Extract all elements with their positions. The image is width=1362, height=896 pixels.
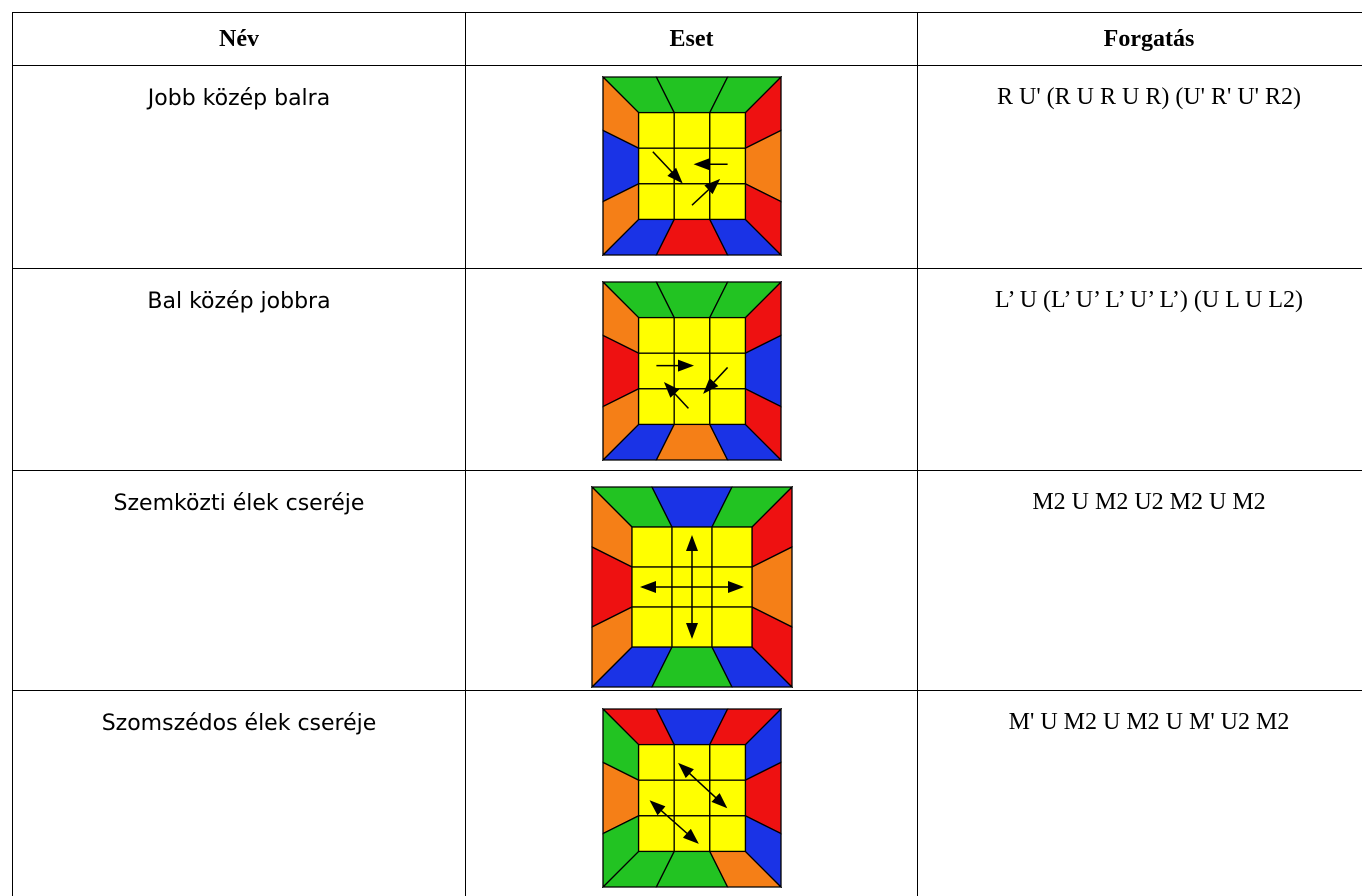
sticker: [673, 183, 711, 221]
cube: [591, 486, 793, 688]
algorithm-cell: L’ U (L’ U’ L’ U’ L’) (U L U L2): [917, 268, 1362, 470]
sticker: [709, 316, 747, 354]
case-cell: [465, 65, 917, 268]
header-cell: Név: [12, 12, 465, 65]
sticker: [637, 111, 675, 149]
sticker: [709, 147, 747, 185]
header-cell: Eset: [465, 12, 917, 65]
arrow: [678, 762, 728, 809]
sticker: [709, 815, 747, 853]
sticker: [673, 316, 711, 354]
sticker: [637, 388, 675, 426]
sticker: [709, 388, 747, 426]
arrow: [691, 178, 721, 206]
sticker: [673, 815, 711, 853]
algorithm-cell: M2 U M2 U2 M2 U M2: [917, 470, 1362, 690]
arrow: [652, 151, 683, 184]
sticker: [673, 111, 711, 149]
sticker: [711, 526, 753, 568]
cube-diagram: [602, 281, 782, 461]
case-cell: [465, 690, 917, 896]
sticker: [637, 743, 675, 781]
cube: [602, 281, 782, 461]
sticker: [709, 352, 747, 390]
sticker: [673, 388, 711, 426]
sticker: [709, 111, 747, 149]
sticker: [637, 147, 675, 185]
sticker: [637, 815, 675, 853]
sticker: [637, 779, 675, 817]
case-cell: [465, 470, 917, 690]
cube: [602, 708, 782, 888]
sticker: [637, 183, 675, 221]
sticker: [631, 526, 673, 568]
name-cell: Szemközti élek cseréje: [12, 470, 465, 690]
arrow: [663, 381, 689, 409]
algorithm-cell: R U' (R U R U R) (U' R' U' R2): [917, 65, 1362, 268]
name-cell: Bal közép jobbra: [12, 268, 465, 470]
sticker: [637, 352, 675, 390]
header-cell: Forgatás: [917, 12, 1362, 65]
sticker: [673, 352, 711, 390]
cube: [602, 76, 782, 256]
case-cell: [465, 268, 917, 470]
cube-diagram: [602, 76, 782, 256]
sticker: [673, 147, 711, 185]
cube-diagram: [591, 486, 793, 688]
name-cell: Jobb közép balra: [12, 65, 465, 268]
cube-diagram: [602, 708, 782, 888]
algorithm-cell: M' U M2 U M2 U M' U2 M2: [917, 690, 1362, 896]
sticker: [711, 606, 753, 648]
sticker: [709, 743, 747, 781]
sticker: [709, 183, 747, 221]
sticker: [673, 779, 711, 817]
sticker: [637, 316, 675, 354]
sticker: [631, 606, 673, 648]
arrow: [649, 800, 699, 844]
name-cell: Szomszédos élek cseréje: [12, 690, 465, 896]
arrow: [703, 366, 729, 394]
